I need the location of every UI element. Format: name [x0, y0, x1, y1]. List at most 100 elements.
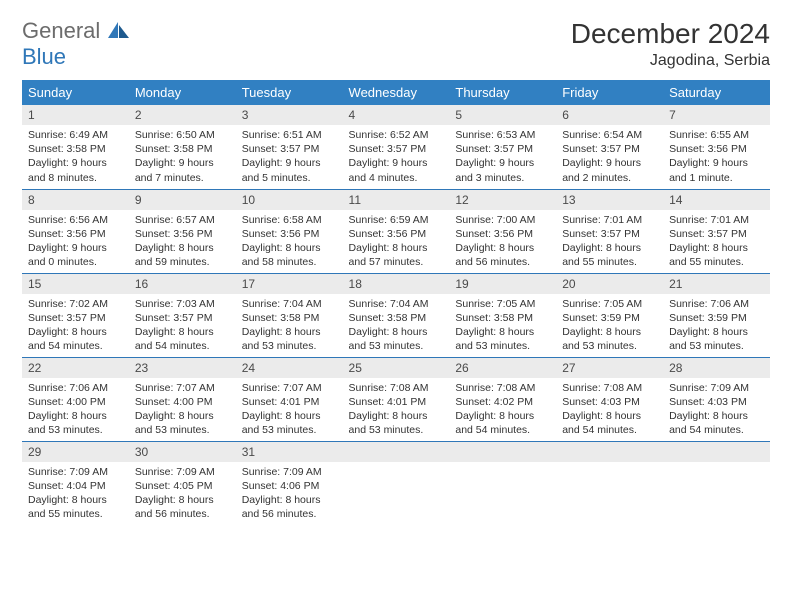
sunrise-line: Sunrise: 6:58 AM: [242, 213, 337, 227]
sunrise-line: Sunrise: 6:54 AM: [562, 128, 657, 142]
sunset-line: Sunset: 3:57 PM: [562, 227, 657, 241]
day-number-empty: [663, 442, 770, 462]
day-number: 31: [236, 442, 343, 462]
calendar-day-cell: 16Sunrise: 7:03 AMSunset: 3:57 PMDayligh…: [129, 273, 236, 357]
day-number: 12: [449, 190, 556, 210]
sunrise-line: Sunrise: 7:08 AM: [455, 381, 550, 395]
daylight-line: Daylight: 8 hours and 53 minutes.: [242, 325, 337, 353]
day-number-empty: [449, 442, 556, 462]
day-details: Sunrise: 7:01 AMSunset: 3:57 PMDaylight:…: [663, 210, 770, 273]
calendar-day-cell: 1Sunrise: 6:49 AMSunset: 3:58 PMDaylight…: [22, 105, 129, 189]
day-header: Monday: [129, 80, 236, 105]
day-number: 15: [22, 274, 129, 294]
day-number: 17: [236, 274, 343, 294]
day-number-empty: [556, 442, 663, 462]
sunset-line: Sunset: 3:57 PM: [455, 142, 550, 156]
day-number: 20: [556, 274, 663, 294]
daylight-line: Daylight: 8 hours and 54 minutes.: [669, 409, 764, 437]
day-details: Sunrise: 6:53 AMSunset: 3:57 PMDaylight:…: [449, 125, 556, 188]
sunrise-line: Sunrise: 7:02 AM: [28, 297, 123, 311]
daylight-line: Daylight: 9 hours and 4 minutes.: [349, 156, 444, 184]
daylight-line: Daylight: 8 hours and 54 minutes.: [135, 325, 230, 353]
calendar-day-cell: 17Sunrise: 7:04 AMSunset: 3:58 PMDayligh…: [236, 273, 343, 357]
calendar-week-row: 1Sunrise: 6:49 AMSunset: 3:58 PMDaylight…: [22, 105, 770, 189]
day-number: 18: [343, 274, 450, 294]
sunrise-line: Sunrise: 7:09 AM: [242, 465, 337, 479]
sunset-line: Sunset: 3:58 PM: [455, 311, 550, 325]
sunset-line: Sunset: 3:57 PM: [28, 311, 123, 325]
day-number: 11: [343, 190, 450, 210]
sunrise-line: Sunrise: 7:09 AM: [669, 381, 764, 395]
day-number: 28: [663, 358, 770, 378]
day-number: 25: [343, 358, 450, 378]
day-details: Sunrise: 7:02 AMSunset: 3:57 PMDaylight:…: [22, 294, 129, 357]
sunrise-line: Sunrise: 7:07 AM: [135, 381, 230, 395]
daylight-line: Daylight: 8 hours and 56 minutes.: [242, 493, 337, 521]
page-header: General Blue December 2024 Jagodina, Ser…: [22, 18, 770, 70]
sunrise-line: Sunrise: 6:59 AM: [349, 213, 444, 227]
day-details: Sunrise: 7:01 AMSunset: 3:57 PMDaylight:…: [556, 210, 663, 273]
sunrise-line: Sunrise: 6:52 AM: [349, 128, 444, 142]
sunrise-line: Sunrise: 6:49 AM: [28, 128, 123, 142]
day-number: 9: [129, 190, 236, 210]
day-details: Sunrise: 7:09 AMSunset: 4:06 PMDaylight:…: [236, 462, 343, 525]
sunset-line: Sunset: 3:56 PM: [669, 142, 764, 156]
calendar-header-row: SundayMondayTuesdayWednesdayThursdayFrid…: [22, 80, 770, 105]
calendar-day-cell: 31Sunrise: 7:09 AMSunset: 4:06 PMDayligh…: [236, 441, 343, 525]
daylight-line: Daylight: 8 hours and 59 minutes.: [135, 241, 230, 269]
sunrise-line: Sunrise: 7:06 AM: [28, 381, 123, 395]
day-details: Sunrise: 6:52 AMSunset: 3:57 PMDaylight:…: [343, 125, 450, 188]
calendar-week-row: 22Sunrise: 7:06 AMSunset: 4:00 PMDayligh…: [22, 357, 770, 441]
day-details: Sunrise: 6:50 AMSunset: 3:58 PMDaylight:…: [129, 125, 236, 188]
daylight-line: Daylight: 9 hours and 0 minutes.: [28, 241, 123, 269]
sunrise-line: Sunrise: 7:05 AM: [562, 297, 657, 311]
day-details: Sunrise: 6:51 AMSunset: 3:57 PMDaylight:…: [236, 125, 343, 188]
day-number: 2: [129, 105, 236, 125]
daylight-line: Daylight: 9 hours and 5 minutes.: [242, 156, 337, 184]
day-header: Friday: [556, 80, 663, 105]
day-details: Sunrise: 7:05 AMSunset: 3:58 PMDaylight:…: [449, 294, 556, 357]
day-details: Sunrise: 6:57 AMSunset: 3:56 PMDaylight:…: [129, 210, 236, 273]
sunset-line: Sunset: 3:56 PM: [349, 227, 444, 241]
sunrise-line: Sunrise: 7:09 AM: [28, 465, 123, 479]
daylight-line: Daylight: 8 hours and 58 minutes.: [242, 241, 337, 269]
day-number: 23: [129, 358, 236, 378]
day-number: 1: [22, 105, 129, 125]
sunset-line: Sunset: 3:57 PM: [562, 142, 657, 156]
day-number: 7: [663, 105, 770, 125]
calendar-day-cell: 5Sunrise: 6:53 AMSunset: 3:57 PMDaylight…: [449, 105, 556, 189]
sunrise-line: Sunrise: 6:53 AM: [455, 128, 550, 142]
daylight-line: Daylight: 8 hours and 53 minutes.: [28, 409, 123, 437]
logo-word-general: General: [22, 18, 100, 43]
calendar-day-cell: 10Sunrise: 6:58 AMSunset: 3:56 PMDayligh…: [236, 189, 343, 273]
day-number: 30: [129, 442, 236, 462]
day-details: Sunrise: 7:09 AMSunset: 4:05 PMDaylight:…: [129, 462, 236, 525]
daylight-line: Daylight: 8 hours and 53 minutes.: [135, 409, 230, 437]
sunset-line: Sunset: 4:01 PM: [242, 395, 337, 409]
calendar-day-cell: 20Sunrise: 7:05 AMSunset: 3:59 PMDayligh…: [556, 273, 663, 357]
sunset-line: Sunset: 3:57 PM: [669, 227, 764, 241]
sunrise-line: Sunrise: 7:06 AM: [669, 297, 764, 311]
daylight-line: Daylight: 9 hours and 7 minutes.: [135, 156, 230, 184]
day-number: 6: [556, 105, 663, 125]
sunrise-line: Sunrise: 6:51 AM: [242, 128, 337, 142]
day-details: Sunrise: 7:09 AMSunset: 4:04 PMDaylight:…: [22, 462, 129, 525]
calendar-day-cell: 11Sunrise: 6:59 AMSunset: 3:56 PMDayligh…: [343, 189, 450, 273]
sunrise-line: Sunrise: 6:55 AM: [669, 128, 764, 142]
day-number: 10: [236, 190, 343, 210]
calendar-day-cell: 26Sunrise: 7:08 AMSunset: 4:02 PMDayligh…: [449, 357, 556, 441]
calendar-day-cell: 8Sunrise: 6:56 AMSunset: 3:56 PMDaylight…: [22, 189, 129, 273]
sunrise-line: Sunrise: 7:09 AM: [135, 465, 230, 479]
day-details: Sunrise: 7:00 AMSunset: 3:56 PMDaylight:…: [449, 210, 556, 273]
daylight-line: Daylight: 8 hours and 54 minutes.: [28, 325, 123, 353]
day-number: 14: [663, 190, 770, 210]
day-details: Sunrise: 7:05 AMSunset: 3:59 PMDaylight:…: [556, 294, 663, 357]
sunrise-line: Sunrise: 7:01 AM: [562, 213, 657, 227]
day-details: Sunrise: 7:03 AMSunset: 3:57 PMDaylight:…: [129, 294, 236, 357]
sunset-line: Sunset: 4:03 PM: [562, 395, 657, 409]
calendar-day-cell: 14Sunrise: 7:01 AMSunset: 3:57 PMDayligh…: [663, 189, 770, 273]
daylight-line: Daylight: 8 hours and 56 minutes.: [135, 493, 230, 521]
sunrise-line: Sunrise: 7:07 AM: [242, 381, 337, 395]
calendar-day-cell: [449, 441, 556, 525]
daylight-line: Daylight: 8 hours and 53 minutes.: [455, 325, 550, 353]
